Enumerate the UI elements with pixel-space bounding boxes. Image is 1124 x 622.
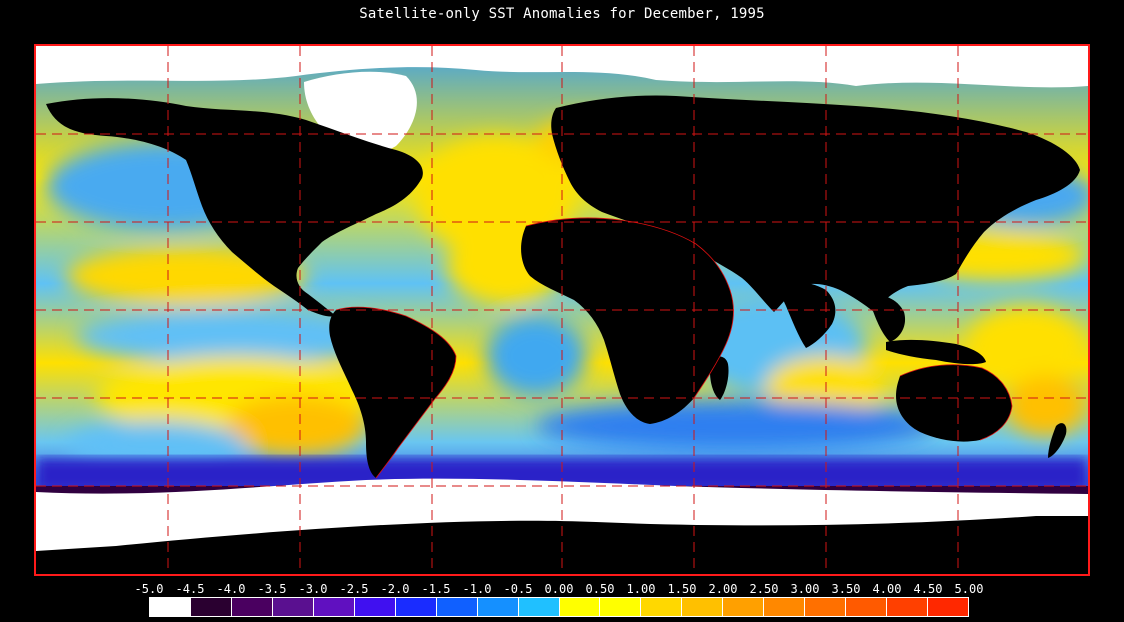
colorbar-tick-label: 0.50 <box>585 582 615 596</box>
colorbar-tick-label: 1.50 <box>667 582 697 596</box>
colorbar-tick-label: 5.00 <box>954 582 984 596</box>
colorbar-tick-label: -5.0 <box>134 582 164 596</box>
colorbar-swatch <box>723 598 765 616</box>
colorbar-swatch <box>764 598 806 616</box>
graticule <box>36 46 1088 574</box>
colorbar-tick-label: -1.5 <box>421 582 451 596</box>
colorbar-swatch <box>641 598 683 616</box>
colorbar-swatch <box>805 598 847 616</box>
japan <box>939 199 962 250</box>
madagascar <box>710 356 729 400</box>
south-america <box>329 307 456 478</box>
colorbar-tick-label: -4.0 <box>216 582 246 596</box>
colorbar-swatch <box>600 598 642 616</box>
colorbar-tick-label: 4.50 <box>913 582 943 596</box>
colorbar-swatch <box>559 598 601 616</box>
sst-anomaly-map <box>34 44 1090 576</box>
southeast-asia <box>872 295 906 342</box>
colorbar <box>149 597 969 617</box>
colorbar-tick-label: -1.0 <box>462 582 492 596</box>
colorbar-tick-label: 3.50 <box>831 582 861 596</box>
colorbar-swatch <box>477 598 519 616</box>
australia <box>896 364 1012 442</box>
colorbar-tick-label: 1.00 <box>626 582 656 596</box>
colorbar-tick-label: -4.5 <box>175 582 205 596</box>
colorbar-swatch <box>272 598 314 616</box>
colorbar-tick-label: 0.00 <box>544 582 574 596</box>
colorbar-tick-label: 4.00 <box>872 582 902 596</box>
map-title: Satellite-only SST Anomalies for Decembe… <box>359 6 765 22</box>
colorbar-tick-label: 2.00 <box>708 582 738 596</box>
india <box>781 282 836 348</box>
eurasia <box>551 95 1080 312</box>
new-zealand <box>1048 423 1067 458</box>
colorbar-swatch <box>928 598 969 616</box>
map-canvas <box>36 46 1088 574</box>
colorbar-swatch <box>436 598 478 616</box>
colorbar-tick-label: -3.5 <box>257 582 287 596</box>
coastlines <box>335 217 1013 479</box>
indonesia <box>886 339 986 365</box>
north-america <box>46 98 423 317</box>
colorbar-tick-label: -2.5 <box>339 582 369 596</box>
colorbar-tick-label: -0.5 <box>503 582 533 596</box>
colorbar-swatch <box>231 598 273 616</box>
colorbar-tick-label: -2.0 <box>380 582 410 596</box>
colorbar-swatch <box>682 598 724 616</box>
colorbar-swatch <box>150 598 191 616</box>
colorbar-swatch <box>846 598 888 616</box>
colorbar-swatch <box>190 598 232 616</box>
colorbar-swatch <box>518 598 560 616</box>
colorbar-tick-label: 3.00 <box>790 582 820 596</box>
colorbar-labels: -5.0 -4.5 -4.0 -3.5 -3.0 -2.5 -2.0 -1.5 -1.0 -0.5… <box>0 582 1124 596</box>
africa <box>521 218 734 424</box>
colorbar-tick-label: 2.50 <box>749 582 779 596</box>
colorbar-swatch <box>354 598 396 616</box>
colorbar-swatch <box>395 598 437 616</box>
colorbar-swatch <box>887 598 929 616</box>
colorbar-swatch <box>313 598 355 616</box>
colorbar-tick-label: -3.0 <box>298 582 328 596</box>
